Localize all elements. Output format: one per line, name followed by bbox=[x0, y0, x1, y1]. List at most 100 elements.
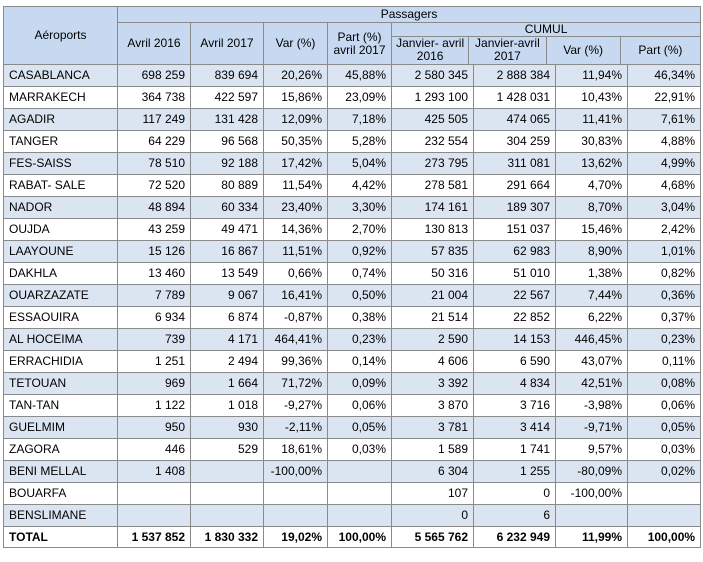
cell-var: -0,87% bbox=[263, 306, 328, 329]
cell-cumul-part: 4,88% bbox=[626, 130, 702, 153]
cell-cumul-part: 0,36% bbox=[626, 284, 702, 307]
cell-april-2017: 60 334 bbox=[190, 196, 264, 219]
cell-part-april-2017: 4,42% bbox=[327, 174, 392, 197]
cell-jan-apr-2017: 311 081 bbox=[473, 152, 556, 175]
cell-part-april-2017: 0,05% bbox=[327, 416, 392, 439]
cell-part-april-2017: 0,74% bbox=[327, 262, 392, 285]
cell-jan-apr-2017: 3 414 bbox=[473, 416, 556, 439]
cell-cumul-part bbox=[626, 482, 702, 505]
cell-jan-apr-2017: 51 010 bbox=[473, 262, 556, 285]
cell-airport-name: GUELMIM bbox=[3, 416, 118, 439]
cell-jan-apr-2016: 3 781 bbox=[391, 416, 474, 439]
cell-april-2016: 969 bbox=[117, 372, 191, 395]
cell-var: -9,27% bbox=[263, 394, 328, 417]
header-april-2017: Avril 2017 bbox=[190, 22, 264, 65]
header-cumul-part: Part (%) bbox=[638, 43, 683, 57]
cell-april-2016 bbox=[117, 504, 191, 527]
cell-april-2017: 13 549 bbox=[190, 262, 264, 285]
cell-jan-apr-2017: 6 590 bbox=[473, 350, 556, 373]
table-row: RABAT- SALE 72 520 80 889 11,54% 4,42% 278 58… bbox=[3, 174, 702, 197]
total-april-2017: 1 830 332 bbox=[190, 526, 264, 548]
cell-april-2017: 422 597 bbox=[190, 86, 264, 109]
cell-jan-apr-2017: 151 037 bbox=[473, 218, 556, 241]
cell-cumul-var: 8,90% bbox=[555, 240, 628, 263]
cell-airport-name: BENSLIMANE bbox=[3, 504, 118, 527]
total-cumul-part: 100,00% bbox=[626, 526, 702, 548]
total-jan-apr-2016: 5 565 762 bbox=[391, 526, 474, 548]
cell-airport-name: BOUARFA bbox=[3, 482, 118, 505]
cell-jan-apr-2017: 291 664 bbox=[473, 174, 556, 197]
cell-april-2016: 1 251 bbox=[117, 350, 191, 373]
cell-airport-name: ZAGORA bbox=[3, 438, 118, 461]
cell-cumul-var: -3,98% bbox=[555, 394, 628, 417]
table-row: LAAYOUNE 15 126 16 867 11,51% 0,92% 57 835 62 … bbox=[3, 240, 702, 263]
cell-part-april-2017: 0,92% bbox=[327, 240, 392, 263]
cell-var: 17,42% bbox=[263, 152, 328, 175]
total-part-april-2017: 100,00% bbox=[327, 526, 392, 548]
cell-var: 18,61% bbox=[263, 438, 328, 461]
cell-cumul-var: 4,70% bbox=[555, 174, 628, 197]
cell-april-2016: 1 408 bbox=[117, 460, 191, 483]
cell-cumul-part: 22,91% bbox=[626, 86, 702, 109]
table-row: AL HOCEIMA 739 4 171 464,41% 0,23% 2 590 14 15… bbox=[3, 328, 702, 351]
cell-april-2016: 48 894 bbox=[117, 196, 191, 219]
cell-var: 15,86% bbox=[263, 86, 328, 109]
header-passengers: Passagers bbox=[116, 6, 702, 23]
cell-april-2016: 6 934 bbox=[117, 306, 191, 329]
cell-var bbox=[263, 482, 328, 505]
cell-jan-apr-2017: 62 983 bbox=[473, 240, 556, 263]
table-row: ESSAOUIRA 6 934 6 874 -0,87% 0,38% 21 514 22 8… bbox=[3, 306, 702, 329]
cell-april-2017: 930 bbox=[190, 416, 264, 439]
total-cumul-var: 11,99% bbox=[555, 526, 628, 548]
cell-jan-apr-2017: 22 567 bbox=[473, 284, 556, 307]
cell-jan-apr-2016: 1 293 100 bbox=[391, 86, 474, 109]
cell-cumul-var: 11,41% bbox=[555, 108, 628, 131]
cell-part-april-2017 bbox=[327, 482, 392, 505]
cell-cumul-var: 11,94% bbox=[555, 64, 628, 87]
cell-airport-name: NADOR bbox=[3, 196, 118, 219]
cell-part-april-2017: 5,28% bbox=[327, 130, 392, 153]
cell-april-2017 bbox=[190, 460, 264, 483]
cell-part-april-2017: 7,18% bbox=[327, 108, 392, 131]
table-row: ERRACHIDIA 1 251 2 494 99,36% 0,14% 4 606 6 59… bbox=[3, 350, 702, 373]
table-row: BENI MELLAL 1 408 -100,00% 6 304 1 255 -80,09… bbox=[3, 460, 702, 483]
table-row: TAN-TAN 1 122 1 018 -9,27% 0,06% 3 870 3 716 -3… bbox=[3, 394, 702, 417]
cell-april-2016: 698 259 bbox=[117, 64, 191, 87]
cell-airport-name: AL HOCEIMA bbox=[3, 328, 118, 351]
cell-april-2016: 78 510 bbox=[117, 152, 191, 175]
cell-airport-name: MARRAKECH bbox=[3, 86, 118, 109]
cell-part-april-2017: 0,14% bbox=[327, 350, 392, 373]
cell-cumul-var: 1,38% bbox=[555, 262, 628, 285]
cell-var: 11,54% bbox=[263, 174, 328, 197]
table-row: BENSLIMANE 0 6 bbox=[3, 504, 702, 527]
header-cumul-var: Var (%) bbox=[547, 37, 621, 64]
header-april-2016: Avril 2016 bbox=[117, 22, 191, 65]
cell-jan-apr-2017: 1 428 031 bbox=[473, 86, 556, 109]
table-row: OUARZAZATE 7 789 9 067 16,41% 0,50% 21 004 22 … bbox=[3, 284, 702, 307]
cell-part-april-2017: 0,38% bbox=[327, 306, 392, 329]
table-row: TETOUAN 969 1 664 71,72% 0,09% 3 392 4 834 42,5… bbox=[3, 372, 702, 395]
cell-airport-name: AGADIR bbox=[3, 108, 118, 131]
cell-jan-apr-2016: 425 505 bbox=[391, 108, 474, 131]
cell-april-2016 bbox=[117, 482, 191, 505]
cell-april-2017: 9 067 bbox=[190, 284, 264, 307]
cell-jan-apr-2017: 0 bbox=[473, 482, 556, 505]
cell-april-2017: 6 874 bbox=[190, 306, 264, 329]
cell-cumul-part: 7,61% bbox=[626, 108, 702, 131]
cell-cumul-part: 0,08% bbox=[626, 372, 702, 395]
header-var: Var (%) bbox=[263, 22, 328, 65]
cell-jan-apr-2016: 232 554 bbox=[391, 130, 474, 153]
cell-cumul-part: 4,68% bbox=[626, 174, 702, 197]
cell-var: -100,00% bbox=[263, 460, 328, 483]
cell-jan-apr-2016: 3 392 bbox=[391, 372, 474, 395]
cell-april-2016: 364 738 bbox=[117, 86, 191, 109]
total-jan-apr-2017: 6 232 949 bbox=[473, 526, 556, 548]
cell-jan-apr-2016: 1 589 bbox=[391, 438, 474, 461]
table-row: TANGER 64 229 96 568 50,35% 5,28% 232 554 304 … bbox=[3, 130, 702, 153]
cell-cumul-part bbox=[626, 504, 702, 527]
header-part-april-2017: Part (%) avril 2017 bbox=[327, 22, 392, 65]
cell-airport-name: LAAYOUNE bbox=[3, 240, 118, 263]
cell-var: 23,40% bbox=[263, 196, 328, 219]
cell-april-2017: 4 171 bbox=[190, 328, 264, 351]
cell-var: 16,41% bbox=[263, 284, 328, 307]
